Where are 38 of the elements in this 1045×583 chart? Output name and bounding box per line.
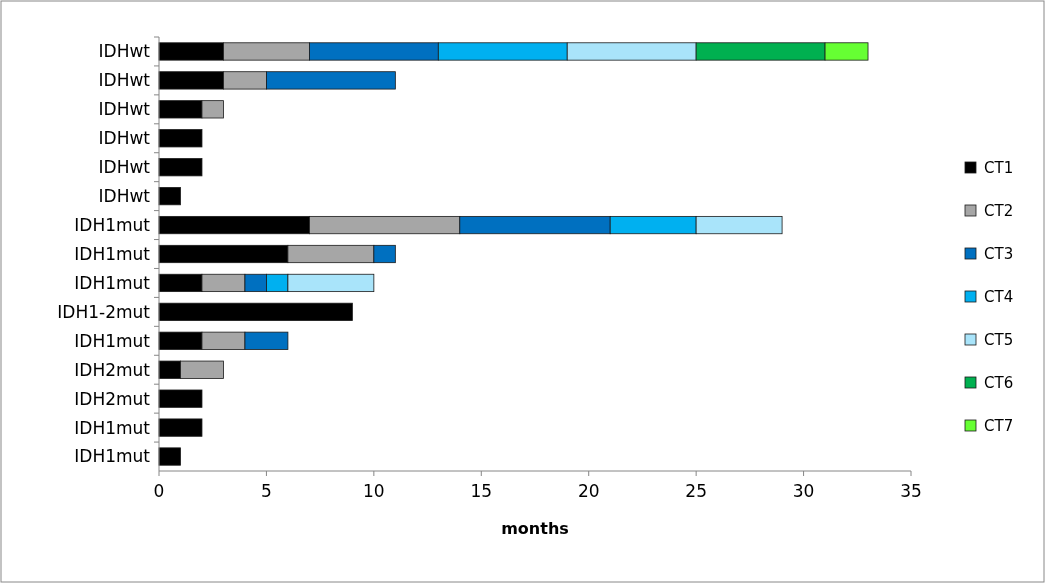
y-tick-label: IDH2mut (74, 359, 151, 380)
legend-label: CT2 (984, 202, 1014, 221)
legend-label: CT1 (984, 159, 1014, 178)
bar (158, 389, 203, 408)
legend-label: CT3 (984, 245, 1014, 264)
bar (158, 418, 203, 437)
y-tick-label: IDHwt (98, 128, 151, 149)
y-tick-label: IDHwt (98, 70, 151, 91)
bar (158, 187, 181, 206)
bar (158, 302, 353, 321)
y-tick-label: IDH1mut (74, 243, 151, 264)
y-tick-label: IDH1mut (74, 272, 151, 293)
x-tick-label: 5 (261, 481, 272, 501)
bar (158, 129, 203, 148)
x-tick-label: 25 (685, 481, 707, 501)
legend-label: CT7 (984, 417, 1014, 436)
x-tick-label: 10 (363, 481, 385, 501)
y-tick-label: IDHwt (98, 186, 151, 207)
bar (158, 447, 181, 466)
y-tick-label: IDHwt (98, 99, 151, 120)
x-tick-label: 20 (577, 481, 600, 501)
x-tick-label: 35 (900, 481, 922, 501)
y-tick-label: IDHwt (98, 157, 151, 178)
legend-label: CT6 (984, 374, 1014, 393)
y-tick-label: IDH1-2mut (57, 301, 151, 322)
y-tick-label: IDHwt (98, 41, 151, 62)
y-tick-label: IDH1mut (74, 446, 151, 467)
y-tick-label: IDH1mut (74, 330, 151, 351)
y-tick-label: IDH1mut (74, 215, 151, 236)
legend-label: CT5 (984, 331, 1014, 350)
legend-label: CT4 (984, 288, 1014, 307)
x-axis-title: months (501, 519, 569, 538)
x-tick-label: 30 (792, 481, 815, 501)
y-tick-label: IDH2mut (74, 388, 151, 409)
y-tick-label: IDH1mut (74, 417, 151, 438)
x-tick-label: 0 (153, 481, 165, 501)
bar (158, 158, 203, 177)
x-tick-label: 15 (470, 481, 493, 501)
